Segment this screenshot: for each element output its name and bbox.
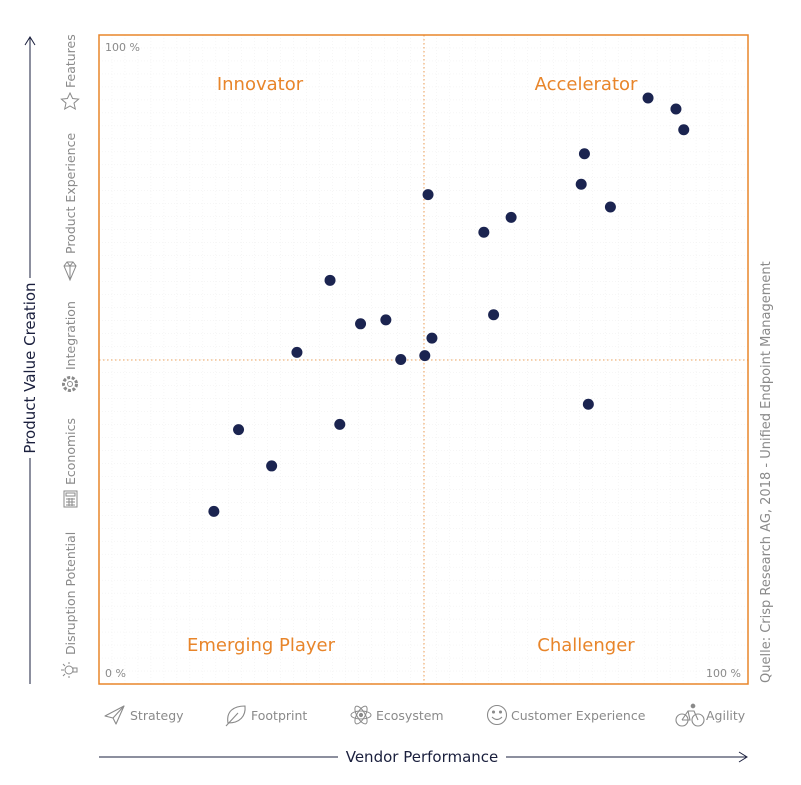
source-note: Quelle: Crisp Research AG, 2018 - Unifie… xyxy=(759,261,774,683)
x-category-label: Strategy xyxy=(130,708,184,723)
y-category-label: Features xyxy=(63,34,78,88)
y-max-label: 100 % xyxy=(105,41,140,54)
star-icon xyxy=(60,91,80,110)
data-point xyxy=(670,103,682,115)
x-category-strategy: Strategy xyxy=(104,705,184,725)
leaf-icon xyxy=(225,705,246,727)
quadrant-label-innovator: Innovator xyxy=(217,74,304,95)
quadrant-label-emerging-player: Emerging Player xyxy=(187,635,336,656)
chart-grid xyxy=(99,35,748,684)
data-point xyxy=(233,424,245,436)
atom-icon xyxy=(350,705,372,725)
y-axis-title: Product Value Creation xyxy=(21,282,39,453)
x-category-customer-experience: Customer Experience xyxy=(486,704,646,726)
data-point xyxy=(419,350,431,362)
paper-plane-icon xyxy=(104,705,125,725)
x-min-label: 0 % xyxy=(105,667,126,680)
x-category-label: Ecosystem xyxy=(376,708,444,723)
bicycle-icon xyxy=(675,703,705,727)
x-max-label: 100 % xyxy=(706,667,741,680)
data-point xyxy=(291,346,303,358)
data-point xyxy=(642,92,654,104)
data-point xyxy=(422,189,434,201)
calculator-icon xyxy=(63,490,78,508)
x-category-agility: Agility xyxy=(675,703,746,727)
x-category-label: Agility xyxy=(706,708,746,723)
quadrant-label-accelerator: Accelerator xyxy=(535,74,638,95)
x-category-ecosystem: Ecosystem xyxy=(350,705,444,725)
y-category-product-experience: Product Experience xyxy=(63,133,78,282)
y-category-label: Disruption Potential xyxy=(63,532,78,655)
data-points xyxy=(208,92,690,517)
data-point xyxy=(578,148,590,160)
gear-icon xyxy=(62,376,78,392)
y-category-label: Integration xyxy=(63,301,78,370)
data-point xyxy=(380,314,392,326)
data-point xyxy=(355,318,367,330)
plot-frame xyxy=(98,34,749,685)
x-axis-title: Vendor Performance xyxy=(346,748,499,766)
y-axis-arrowhead xyxy=(24,36,36,46)
data-point xyxy=(582,398,594,410)
quadrant-label-challenger: Challenger xyxy=(537,635,635,656)
x-axis-arrowhead xyxy=(738,751,748,763)
data-point xyxy=(334,418,346,430)
diamond-icon xyxy=(63,261,77,282)
data-point xyxy=(478,226,490,238)
y-category-economics: Economics xyxy=(63,418,78,508)
data-point xyxy=(426,332,438,344)
data-point xyxy=(395,354,407,365)
y-category-label: Product Experience xyxy=(63,133,78,254)
y-category-features: Features xyxy=(60,34,80,110)
data-point xyxy=(208,505,220,517)
lightbulb-icon xyxy=(61,662,78,678)
data-point xyxy=(505,211,517,223)
x-category-label: Customer Experience xyxy=(511,708,646,723)
data-point xyxy=(575,178,587,190)
smiley-icon xyxy=(486,704,508,726)
data-point xyxy=(604,201,616,213)
data-point xyxy=(324,274,336,286)
y-category-integration: Integration xyxy=(62,301,78,392)
data-point xyxy=(488,309,500,321)
y-category-disruption-potential: Disruption Potential xyxy=(61,532,78,678)
data-point xyxy=(678,124,690,136)
y-category-label: Economics xyxy=(63,418,78,485)
data-point xyxy=(266,460,278,472)
x-category-footprint: Footprint xyxy=(225,705,307,727)
x-category-label: Footprint xyxy=(251,708,307,723)
